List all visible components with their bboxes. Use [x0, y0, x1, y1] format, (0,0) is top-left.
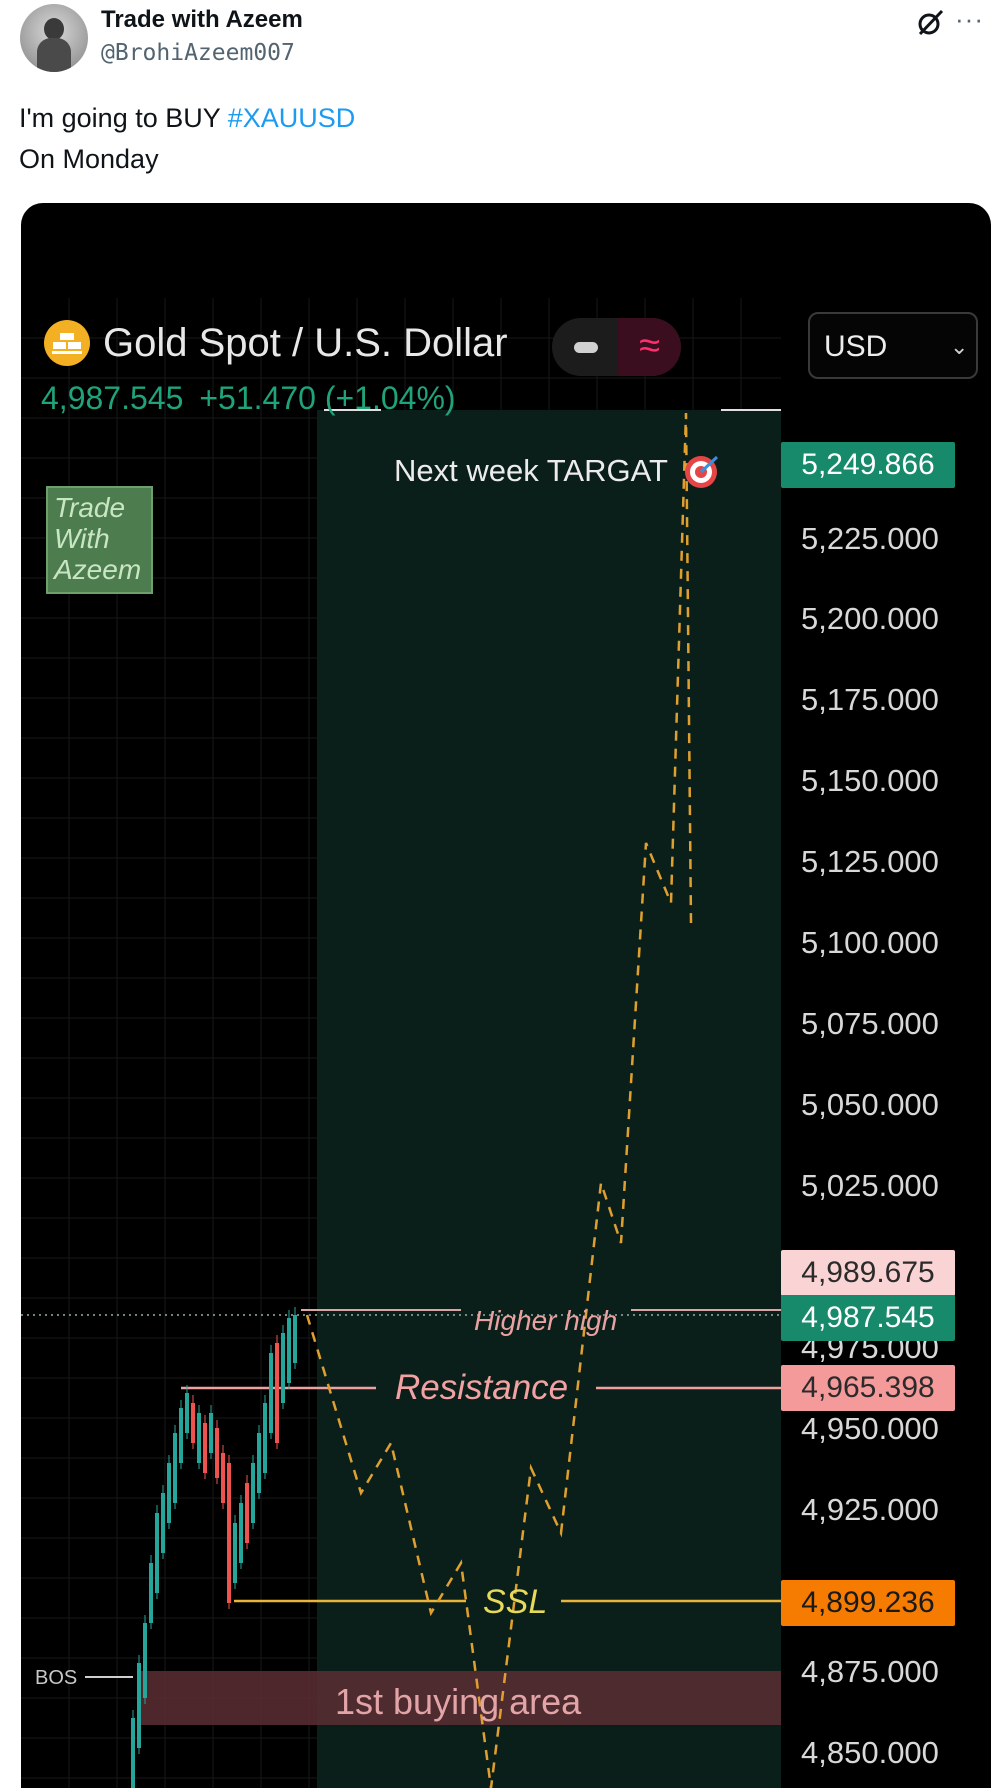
chart-style-toggle[interactable]: ≈ — [552, 318, 681, 376]
tweet-text-line2: On Monday — [19, 144, 159, 174]
candle — [179, 1408, 183, 1463]
bos-label: BOS — [35, 1667, 78, 1689]
candle — [281, 1333, 285, 1403]
candle — [161, 1493, 165, 1553]
price-summary: 4,987.545 +51.470 (+1.04%) — [41, 380, 472, 417]
higher-high-label: Higher high — [474, 1305, 618, 1336]
chart-canvas — [21, 298, 781, 1788]
buying-area-zone — [138, 1671, 781, 1725]
currency-select[interactable]: USD ⌄ — [808, 312, 978, 379]
candle — [185, 1393, 189, 1433]
candle — [245, 1483, 249, 1543]
axis-tick: 5,150.000 — [801, 763, 939, 798]
candle — [263, 1403, 267, 1473]
axis-tick: 5,225.000 — [801, 521, 939, 556]
candle — [203, 1423, 207, 1473]
candle — [215, 1428, 219, 1478]
currency-value: USD — [824, 330, 888, 363]
watermark-line: Trade — [54, 492, 126, 523]
target-icon — [685, 455, 719, 488]
candle — [155, 1513, 159, 1593]
axis-tick: 5,175.000 — [801, 682, 939, 717]
resistance-price-tag: 4,965.398 — [781, 1365, 955, 1411]
candle — [221, 1453, 225, 1503]
tweet-header: Trade with Azeem @BrohiAzeem007 ··· — [0, 0, 1000, 80]
symbol-header: Gold Spot / U.S. Dollar — [44, 313, 508, 373]
tweet-text: I'm going to BUY #XAUUSD On Monday — [19, 98, 355, 180]
axis-tick: 4,925.000 — [801, 1492, 939, 1527]
candle — [227, 1463, 231, 1603]
axis-tick: 4,850.000 — [801, 1735, 939, 1770]
symbol-title: Gold Spot / U.S. Dollar — [103, 320, 508, 365]
grok-icon[interactable] — [915, 8, 945, 38]
axis-tick: 4,875.000 — [801, 1654, 939, 1689]
candle — [251, 1463, 255, 1523]
candle — [167, 1463, 171, 1523]
author-name[interactable]: Trade with Azeem — [101, 6, 303, 33]
candle — [137, 1663, 141, 1748]
projection-zone — [317, 410, 781, 1788]
axis-tick: 4,950.000 — [801, 1411, 939, 1446]
candle — [275, 1343, 279, 1443]
candle — [131, 1718, 135, 1788]
avatar[interactable] — [20, 4, 88, 72]
tweet-text-line1: I'm going to BUY — [19, 103, 228, 133]
candle — [149, 1563, 153, 1623]
candle — [143, 1623, 147, 1698]
chart-image[interactable]: Gold Spot / U.S. Dollar ≈ USD ⌄ 4,987.54… — [21, 203, 991, 1788]
last-price: 4,987.545 — [41, 380, 184, 416]
candle — [293, 1315, 297, 1363]
high-price-tag: 4,989.675 — [781, 1250, 955, 1296]
gold-bars-icon — [44, 320, 90, 366]
hashtag-link[interactable]: #XAUUSD — [227, 103, 356, 133]
axis-tick: 5,100.000 — [801, 925, 939, 960]
target-label: Next week TARGAT — [394, 453, 668, 488]
target-price-tag: 5,249.866 — [781, 442, 955, 488]
candle — [269, 1353, 273, 1433]
projected-path — [305, 412, 693, 1788]
axis-tick: 5,125.000 — [801, 844, 939, 879]
more-options-icon[interactable]: ··· — [955, 4, 984, 34]
watermark-line: Azeem — [54, 554, 142, 585]
axis-tick: 5,075.000 — [801, 1006, 939, 1041]
candle — [191, 1403, 195, 1443]
ssl-price-tag: 4,899.236 — [781, 1580, 955, 1626]
watermark-line: With — [54, 523, 110, 554]
wave-style-option[interactable]: ≈ — [618, 318, 681, 376]
author-handle[interactable]: @BrohiAzeem007 — [101, 40, 295, 66]
candle — [197, 1413, 201, 1463]
ssl-label: SSL — [483, 1583, 548, 1621]
candle — [173, 1433, 177, 1503]
candle — [209, 1413, 213, 1453]
candle — [257, 1433, 261, 1493]
buying-area-label: 1st buying area — [335, 1681, 582, 1722]
candle — [287, 1318, 291, 1383]
line-style-option[interactable] — [552, 318, 618, 376]
candle — [239, 1503, 243, 1563]
resistance-label: Resistance — [395, 1368, 569, 1407]
axis-tick: 5,200.000 — [801, 601, 939, 636]
axis-tick: 5,025.000 — [801, 1168, 939, 1203]
last-price-tag: 4,987.545 — [781, 1295, 955, 1341]
axis-tick: 5,050.000 — [801, 1087, 939, 1122]
price-change: +51.470 (+1.04%) — [199, 380, 456, 416]
candle — [233, 1523, 237, 1583]
watermark: Trade With Azeem — [46, 486, 153, 594]
chevron-down-icon: ⌄ — [950, 334, 969, 359]
